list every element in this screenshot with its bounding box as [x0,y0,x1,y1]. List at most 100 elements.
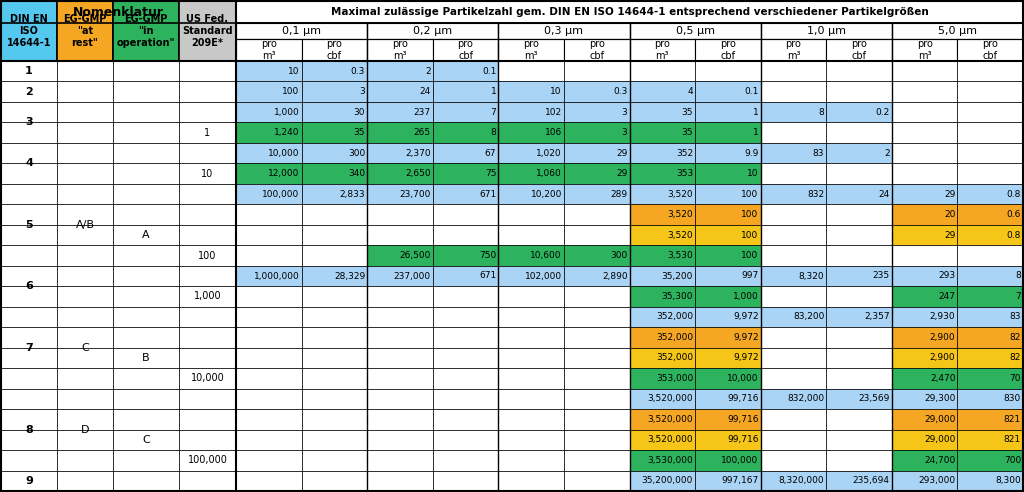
Bar [957,163,1023,184]
Bar [1,327,57,348]
Bar [957,246,1023,266]
Bar [695,368,761,389]
Text: 1,0 μm: 1,0 μm [807,26,846,36]
Bar [302,143,368,163]
Bar [695,246,761,266]
Bar [630,409,695,430]
Text: 2,930: 2,930 [930,312,955,321]
Bar [499,82,564,102]
Text: 832: 832 [807,189,824,199]
Bar [892,246,957,266]
Bar [1,430,57,450]
Bar [57,368,113,389]
Bar [1,102,57,123]
Bar [236,409,302,430]
Bar [892,102,957,123]
Bar [1,266,57,286]
Bar [630,123,695,143]
Bar [302,430,368,450]
Text: 2,890: 2,890 [602,272,628,280]
Bar [179,123,236,143]
Bar [433,409,499,430]
Bar [695,61,761,82]
Text: 10,000: 10,000 [190,373,224,383]
Bar [368,266,433,286]
Text: 7: 7 [26,342,33,353]
Bar [564,368,630,389]
Bar [113,470,179,491]
Bar [179,61,236,82]
Bar [57,163,113,184]
Bar [499,225,564,246]
Text: 100,000: 100,000 [262,189,300,199]
Bar [113,1,179,61]
Bar [179,225,236,246]
Text: 2,470: 2,470 [930,374,955,383]
Bar [179,204,236,225]
Bar [57,204,113,225]
Text: 293,000: 293,000 [919,476,955,485]
Bar [761,82,826,102]
Bar [564,246,630,266]
Text: 75: 75 [484,169,497,178]
Bar [113,266,179,286]
Bar [236,102,302,123]
Bar [630,368,695,389]
Bar [236,246,302,266]
Bar [1,470,57,491]
Bar [433,470,499,491]
Bar [499,266,564,286]
Bar [957,184,1023,204]
Bar [957,61,1023,82]
Bar [630,184,695,204]
Bar [630,470,695,491]
Bar [113,450,179,470]
Text: 0.6: 0.6 [1007,210,1021,219]
Text: 0.1: 0.1 [482,67,497,76]
Bar [564,450,630,470]
Bar [630,225,695,246]
Text: 20: 20 [944,210,955,219]
Bar [564,327,630,348]
Bar [113,368,179,389]
Bar [761,123,826,143]
Bar [826,348,892,368]
Bar [236,389,302,409]
Text: 293: 293 [938,272,955,280]
Bar [368,184,433,204]
Text: 300: 300 [348,149,366,157]
Bar [302,470,368,491]
Bar [630,266,695,286]
Text: DIN EN
ISO
14644-1: DIN EN ISO 14644-1 [7,14,51,48]
Text: 35,200: 35,200 [662,272,693,280]
Bar [892,61,957,82]
Bar [57,61,113,82]
Bar [695,102,761,123]
Bar [302,246,368,266]
Text: 10: 10 [748,169,759,178]
Bar [499,204,564,225]
Bar [695,430,761,450]
Bar [826,143,892,163]
Bar [1,246,57,266]
Bar [499,307,564,327]
Text: 23,700: 23,700 [399,189,431,199]
Bar [499,409,564,430]
Text: pro
cbf: pro cbf [720,39,736,61]
Bar [57,389,113,409]
Bar [302,450,368,470]
Text: 671: 671 [479,189,497,199]
Bar [1,450,57,470]
Bar [826,409,892,430]
Text: 3,520,000: 3,520,000 [647,435,693,444]
Bar [826,184,892,204]
Text: 300: 300 [610,251,628,260]
Bar [630,307,695,327]
Bar [433,430,499,450]
Bar [695,143,761,163]
Bar [499,450,564,470]
Bar [113,286,179,307]
Bar [957,39,1023,61]
Bar [57,266,113,286]
Bar [1,389,57,409]
